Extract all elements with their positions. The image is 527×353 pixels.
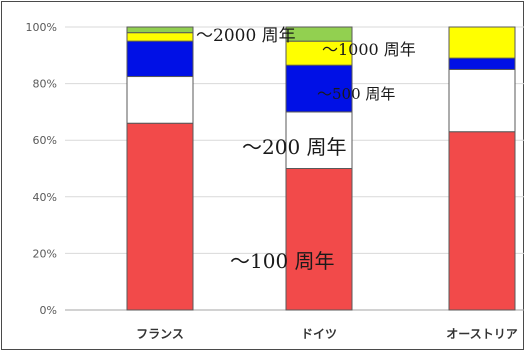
y-tick-label: 60% bbox=[33, 134, 57, 147]
bar-segment bbox=[285, 168, 353, 311]
annotation-label: ～2000 周年 bbox=[196, 26, 296, 46]
bar-segment bbox=[126, 26, 194, 34]
bar-segment bbox=[448, 26, 516, 59]
bar-segment bbox=[126, 76, 194, 124]
x-category-label: ドイツ bbox=[301, 327, 337, 341]
y-tick-label: 0% bbox=[40, 304, 57, 317]
annotation-label: ～100 周年 bbox=[230, 249, 335, 273]
bar-segment bbox=[126, 32, 194, 42]
bar-segment bbox=[285, 111, 353, 169]
bar-segment bbox=[285, 64, 353, 113]
bar-segment bbox=[285, 26, 353, 42]
annotation-label: ～1000 周年 bbox=[322, 40, 416, 59]
bar-segment bbox=[126, 40, 194, 78]
y-tick-label: 20% bbox=[33, 247, 57, 260]
annotation-label: ～200 周年 bbox=[242, 135, 347, 159]
bar-segment bbox=[448, 68, 516, 133]
bar-segment bbox=[126, 122, 194, 311]
x-category-label: フランス bbox=[136, 327, 184, 341]
y-tick-label: 80% bbox=[33, 78, 57, 91]
bar-segment bbox=[448, 57, 516, 70]
annotation-label: ～500 周年 bbox=[317, 85, 395, 103]
x-category-label: オーストリア bbox=[446, 327, 517, 341]
y-tick-label: 100% bbox=[26, 21, 57, 34]
y-tick-label: 40% bbox=[33, 191, 57, 204]
bar-segment bbox=[448, 131, 516, 311]
